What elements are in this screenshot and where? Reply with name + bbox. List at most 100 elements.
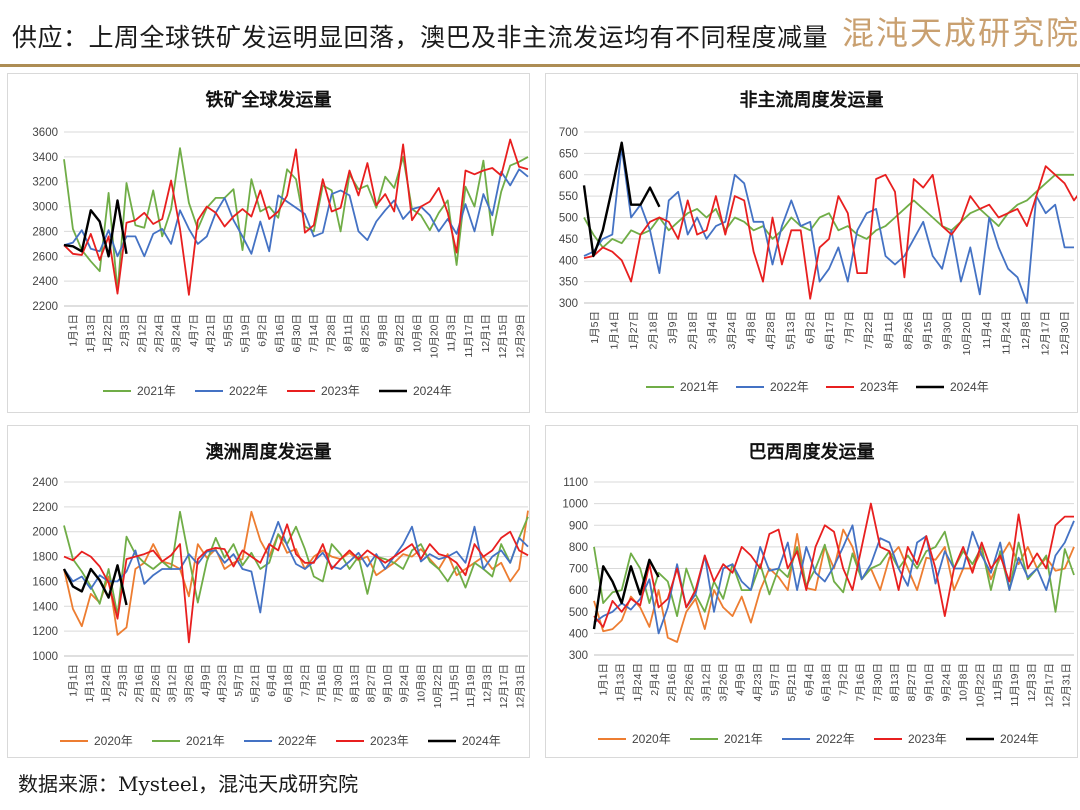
chart-svg: 铁矿全球发运量 2200 2400 2600 2800 3000 3200 3400 3600 1…: [32, 89, 529, 398]
legend-label: 2023年: [321, 384, 360, 398]
x-tick-label: 8月26日: [902, 311, 914, 350]
legend-label: 2023年: [908, 732, 947, 746]
x-tick-label: 7月16日: [855, 663, 867, 702]
legend-label: 2024年: [413, 384, 452, 398]
x-tick-label: 12月31日: [515, 664, 527, 708]
series-line-2024年: [592, 558, 660, 630]
y-tick-label: 3400: [32, 152, 58, 164]
y-tick-label: 800: [569, 542, 588, 554]
x-tick-label: 1月1日: [67, 664, 79, 697]
legend-label: 2023年: [370, 734, 409, 748]
y-tick-label: 2000: [32, 527, 58, 539]
x-tick-label: 6月16日: [274, 314, 286, 353]
x-tick-label: 6月30日: [291, 314, 303, 353]
x-tick-label: 8月13日: [889, 663, 901, 702]
y-tick-label: 1400: [32, 601, 58, 613]
x-tick-label: 11月5日: [992, 663, 1004, 701]
x-tick-label: 2月24日: [154, 314, 166, 353]
y-tick-label: 400: [569, 628, 588, 640]
y-tick-label: 700: [569, 564, 588, 576]
series-line-2023年: [63, 138, 529, 296]
y-tick-label: 2400: [32, 276, 58, 288]
x-tick-label: 7月30日: [872, 663, 884, 702]
x-tick-label: 5月21日: [786, 663, 798, 702]
legend-label: 2024年: [950, 380, 989, 394]
x-tick-label: 5月13日: [785, 311, 797, 350]
x-tick-label: 1月14日: [608, 311, 620, 350]
series-line-2021年: [593, 530, 1075, 618]
series-line-2020年: [593, 528, 1075, 643]
x-tick-label: 12月1日: [480, 314, 492, 353]
x-tick-label: 1月13日: [84, 664, 96, 703]
x-tick-label: 6月2日: [257, 314, 269, 347]
y-tick-label: 3000: [32, 202, 58, 214]
y-tick-label: 2800: [32, 226, 58, 238]
y-tick-label: 450: [559, 234, 578, 246]
y-tick-label: 900: [569, 520, 588, 532]
y-tick-label: 2600: [32, 251, 58, 263]
chart-title: 巴西周度发运量: [749, 441, 875, 463]
x-tick-label: 6月4日: [803, 663, 815, 696]
x-tick-label: 12月30日: [1059, 311, 1071, 355]
y-tick-label: 600: [569, 585, 588, 597]
y-tick-label: 500: [569, 607, 588, 619]
header-divider: [0, 64, 1080, 67]
x-tick-label: 2月26日: [683, 663, 695, 702]
x-tick-label: 12月17日: [1043, 663, 1055, 707]
y-tick-label: 550: [559, 191, 578, 203]
x-tick-label: 2月4日: [649, 663, 661, 696]
x-tick-label: 10月20日: [428, 314, 440, 358]
x-tick-label: 6月18日: [283, 664, 295, 703]
series-line-2024年: [62, 564, 128, 606]
x-tick-label: 9月8日: [377, 314, 389, 347]
x-tick-label: 4月9日: [200, 664, 212, 697]
x-tick-label: 1月1日: [598, 663, 610, 696]
x-tick-label: 11月19日: [465, 664, 477, 708]
x-tick-label: 7月28日: [325, 314, 337, 353]
x-tick-label: 1月24日: [100, 664, 112, 703]
series-line-2024年: [582, 141, 661, 258]
legend-label: 2022年: [278, 734, 317, 748]
x-tick-label: 1月13日: [85, 314, 97, 353]
legend-label: 2022年: [229, 384, 268, 398]
chart-panel-nonmain-shipments: 非主流周度发运量 300 350 400 450 500 550 600 650 700 1月5日 1…: [545, 73, 1078, 413]
y-tick-label: 1800: [32, 552, 58, 564]
x-tick-label: 10月8日: [958, 663, 970, 702]
legend-label: 2022年: [770, 380, 809, 394]
legend-label: 2024年: [462, 734, 501, 748]
x-tick-label: 12月29日: [514, 314, 526, 358]
x-tick-label: 5月7日: [769, 663, 781, 696]
x-tick-label: 7月16日: [316, 664, 328, 703]
chart-svg: 巴西周度发运量 300 400 500 600 700 800 900 1000 1100 1月1日…: [562, 441, 1075, 746]
x-tick-label: 9月24日: [940, 663, 952, 702]
x-tick-label: 11月17日: [463, 314, 475, 358]
x-tick-label: 3月26日: [718, 663, 730, 702]
x-tick-label: 12月17日: [1040, 311, 1052, 355]
x-tick-label: 5月19日: [239, 314, 251, 353]
x-tick-label: 1月13日: [615, 663, 627, 702]
x-tick-label: 6月4日: [266, 664, 278, 697]
y-tick-label: 600: [559, 170, 578, 182]
x-tick-label: 10月22日: [975, 663, 987, 707]
x-tick-label: 3月4日: [706, 311, 718, 344]
legend-label: 2022年: [816, 732, 855, 746]
x-tick-label: 2月16日: [134, 664, 146, 703]
x-tick-label: 7月2日: [299, 664, 311, 697]
series-line-2023年: [63, 523, 529, 644]
x-tick-label: 4月7日: [188, 314, 200, 347]
header: 供应：上周全球铁矿发运明显回落，澳巴及非主流发运均有不同程度减量 混沌天成研究院: [0, 0, 1080, 68]
x-tick-label: 3月12日: [167, 664, 179, 703]
x-tick-label: 5月5日: [222, 314, 234, 347]
y-tick-label: 1600: [32, 576, 58, 588]
y-tick-label: 1000: [562, 499, 588, 511]
chart-svg: 非主流周度发运量 300 350 400 450 500 550 600 650 700 1月5日 1…: [559, 89, 1077, 394]
x-tick-label: 12月8日: [1020, 311, 1032, 350]
series-line-2024年: [63, 199, 128, 258]
chart-svg: 澳洲周度发运量 1000 1200 1400 1600 1800 2000 2200 2400 1…: [32, 441, 529, 748]
x-tick-label: 9月10日: [382, 664, 394, 703]
x-tick-label: 6月17日: [824, 311, 836, 350]
x-tick-label: 7月30日: [332, 664, 344, 703]
x-tick-label: 4月23日: [752, 663, 764, 702]
x-tick-label: 6月18日: [820, 663, 832, 702]
x-tick-label: 3月26日: [183, 664, 195, 703]
